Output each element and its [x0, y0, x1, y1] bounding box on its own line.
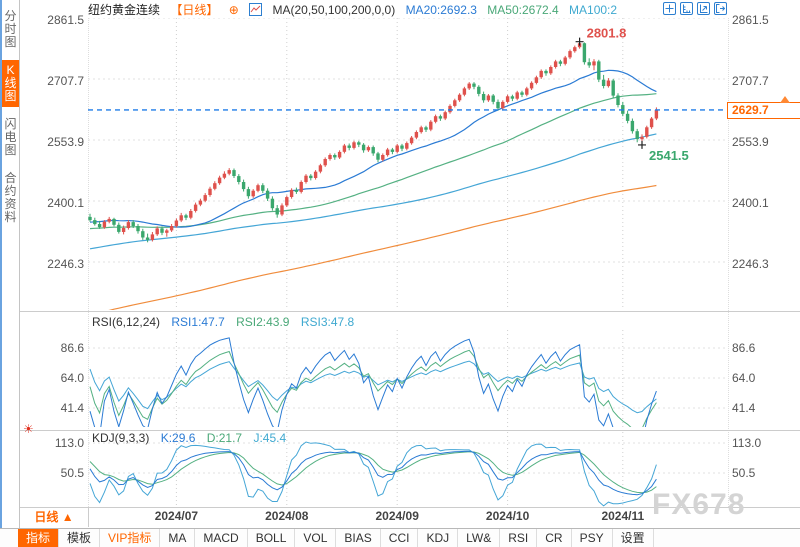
ma-formula: MA(20,50,100,200,0,0): [272, 3, 396, 17]
chart-header: 纽约黄金连续 【日线】 ⊕ MA(20,50,100,200,0,0) MA20…: [88, 1, 624, 17]
bottom-tab-boll[interactable]: BOLL: [248, 529, 296, 547]
panel-divider: [20, 311, 800, 312]
axis-label: 41.4: [732, 400, 756, 415]
axis-label: 2400.1: [47, 196, 84, 210]
symbol-title: 纽约黄金连续: [88, 3, 161, 17]
axis-label: 64.0: [732, 370, 756, 385]
axis-label: 2861.5: [732, 13, 769, 27]
axis-label: 2707.7: [47, 74, 84, 88]
axis-left-icon[interactable]: [680, 2, 693, 15]
rsi-formula[interactable]: RSI(6,12,24): [92, 315, 161, 329]
xaxis-month-label: 2024/10: [485, 509, 530, 523]
bottom-tab-template[interactable]: 模板: [59, 529, 101, 547]
xaxis-month-label: 2024/07: [154, 509, 199, 523]
bottom-tab-cci[interactable]: CCI: [381, 529, 419, 547]
bottom-tab-settings[interactable]: 设置: [613, 529, 654, 547]
watermark: FX678: [652, 488, 746, 521]
sidebar-item-contract-info[interactable]: 合约资料: [4, 171, 17, 224]
ma20-value: MA20:2692.3: [405, 3, 477, 17]
rsi-header: RSI(6,12,24) RSI1:47.7 RSI2:43.9 RSI3:47…: [92, 315, 362, 329]
bottom-tab-ma[interactable]: MA: [160, 529, 196, 547]
axis-label: 2400.1: [732, 196, 769, 210]
sun-alert-icon[interactable]: ☀: [23, 422, 34, 436]
sidebar-item-time-chart[interactable]: 分时图: [4, 9, 17, 49]
rsi3-value: RSI3:47.8: [300, 315, 355, 329]
axis-label: 2553.9: [47, 135, 84, 149]
panel-divider: [20, 507, 800, 508]
xaxis-month-label: 2024/11: [601, 509, 645, 523]
xaxis-month-label: 2024/08: [265, 509, 309, 523]
main-candle-chart[interactable]: 2801.8 2541.5: [88, 18, 728, 310]
chart-toolbar: [663, 2, 727, 15]
axis-label: 64.0: [60, 370, 84, 385]
ma50-value: MA50:2672.4: [487, 3, 559, 17]
svg-text:2801.8: 2801.8: [587, 26, 627, 41]
axis-label: 86.6: [60, 341, 84, 355]
axis-label: 50.5: [732, 466, 756, 480]
bottom-tab-kdj[interactable]: KDJ: [418, 529, 459, 547]
rsi-chart[interactable]: [88, 330, 728, 427]
rsi2-value: RSI2:43.9: [236, 315, 290, 329]
bottom-tab-lwr[interactable]: LW&: [458, 529, 501, 547]
bottom-tab-macd[interactable]: MACD: [195, 529, 248, 547]
period-selector[interactable]: 日线 ▲: [20, 508, 89, 527]
axis-label: 113.0: [732, 436, 762, 450]
period-tag[interactable]: 【日线】: [170, 3, 219, 17]
bottom-tab-indicator[interactable]: 指标: [18, 529, 60, 547]
plot-right-edge: [728, 18, 729, 507]
axis-label: 2707.7: [732, 74, 769, 88]
xaxis-month-label: 2024/09: [375, 509, 419, 523]
price-arrow-icon: [780, 96, 790, 103]
axis-label: 2553.9: [732, 135, 769, 149]
kdj-formula[interactable]: KDJ(9,3,3): [92, 431, 150, 445]
bottom-tab-vol[interactable]: VOL: [295, 529, 337, 547]
panel-divider: [20, 430, 800, 431]
kdj-chart[interactable]: [88, 432, 728, 507]
chart-type-icon[interactable]: [249, 3, 263, 19]
current-price-tag: 2629.7: [727, 102, 800, 119]
crosshair-move-icon[interactable]: [663, 2, 676, 15]
axis-label: 50.5: [60, 466, 84, 480]
axis-label: 2246.3: [47, 257, 84, 271]
bottom-tab-psy[interactable]: PSY: [572, 529, 613, 547]
axis-label: 113.0: [54, 436, 84, 450]
bottom-tabbar: 指标 模板 VIP指标 MA MACD BOLL VOL BIAS CCI KDJ LW& RSI CR…: [0, 528, 800, 547]
kdj-d-value: D:21.7: [206, 431, 243, 445]
axis-label: 2861.5: [47, 13, 84, 27]
axis-right-icon[interactable]: [697, 2, 710, 15]
sidebar-item-flash-chart[interactable]: 闪电图: [4, 117, 17, 157]
axis-label: 41.4: [60, 400, 84, 415]
bottom-tab-vip-indicator[interactable]: VIP指标: [100, 529, 161, 547]
bottom-tab-cr[interactable]: CR: [537, 529, 572, 547]
axis-label: 2246.3: [732, 257, 769, 271]
rsi1-value: RSI1:47.7: [171, 315, 225, 329]
ma100-value: MA100:2: [569, 3, 618, 17]
detach-icon[interactable]: [714, 2, 727, 15]
bottom-tab-bias[interactable]: BIAS: [336, 529, 381, 547]
kdj-k-value: K:29.6: [160, 431, 196, 445]
svg-text:2541.5: 2541.5: [649, 148, 689, 163]
kdj-header: KDJ(9,3,3) K:29.6 D:21.7 J:45.4: [92, 431, 294, 445]
axis-label: 86.6: [732, 341, 756, 355]
bottom-tab-rsi[interactable]: RSI: [500, 529, 538, 547]
add-indicator-icon[interactable]: ⊕: [228, 3, 239, 17]
kdj-j-value: J:45.4: [253, 431, 287, 445]
